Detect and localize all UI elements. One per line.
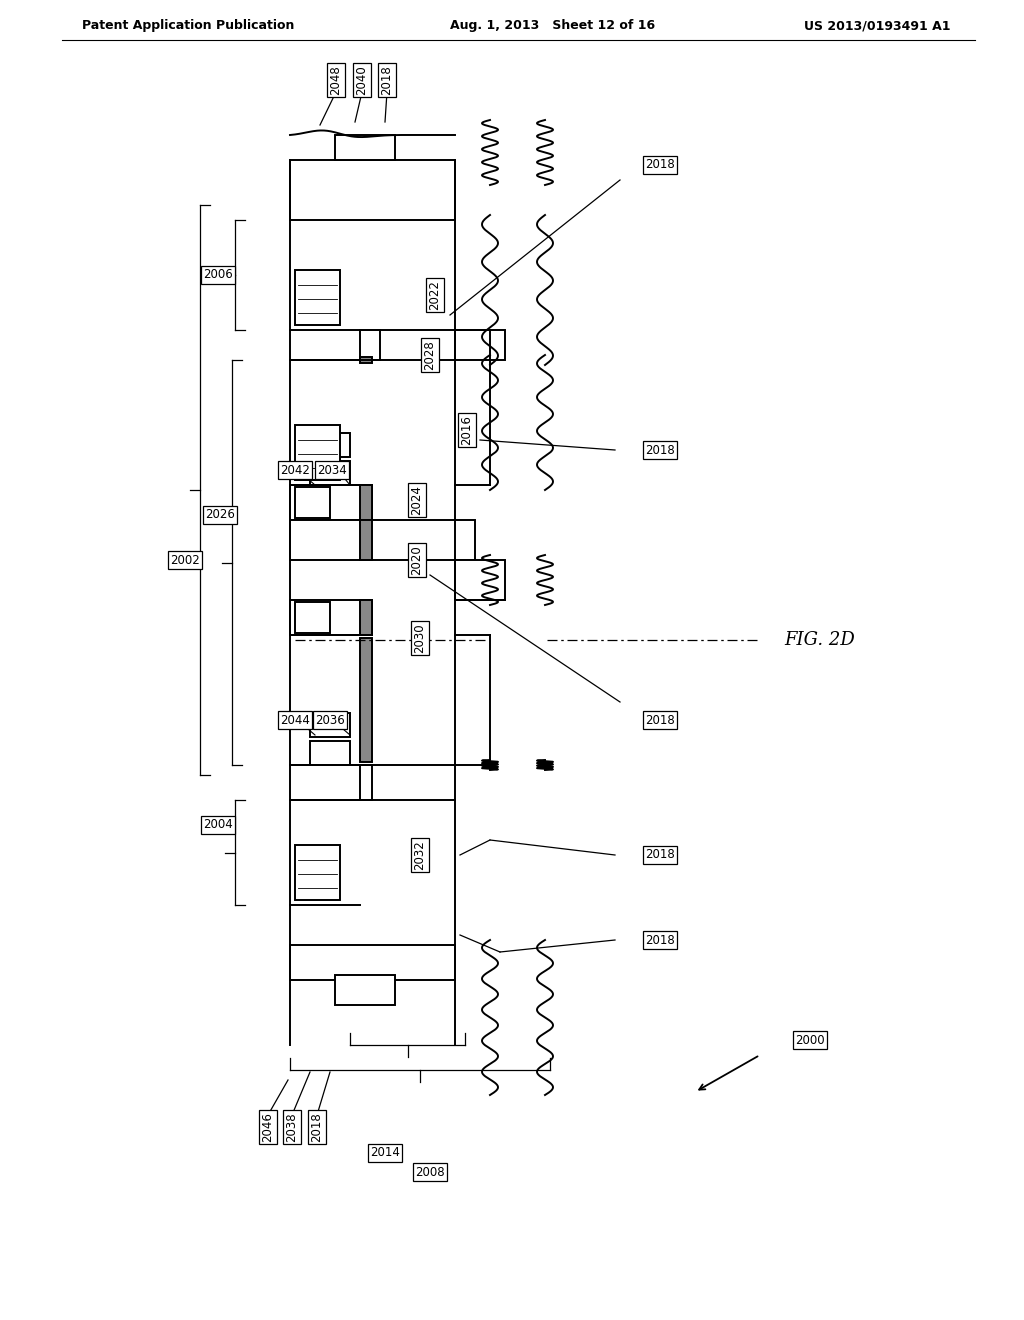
Bar (360, 638, 372, 762)
Text: 2018: 2018 (645, 158, 675, 172)
Text: 2044: 2044 (280, 714, 310, 726)
Text: 2018: 2018 (645, 444, 675, 457)
Bar (290, 520, 475, 560)
Text: 2018: 2018 (645, 933, 675, 946)
Text: 2036: 2036 (315, 714, 345, 726)
Text: FIG. 2D: FIG. 2D (784, 631, 855, 649)
Bar (335, 975, 395, 1005)
Text: 2014: 2014 (370, 1147, 400, 1159)
Text: 2006: 2006 (203, 268, 232, 281)
Text: 2032: 2032 (414, 840, 427, 870)
Bar (290, 484, 372, 520)
Text: 2016: 2016 (461, 414, 473, 445)
Text: 2028: 2028 (424, 341, 436, 370)
Text: 2040: 2040 (355, 65, 369, 95)
Bar (360, 484, 372, 520)
Text: 2046: 2046 (261, 1111, 274, 1142)
Bar (310, 461, 350, 484)
Text: Aug. 1, 2013   Sheet 12 of 16: Aug. 1, 2013 Sheet 12 of 16 (450, 20, 655, 33)
Bar (360, 520, 372, 560)
Bar (290, 945, 455, 979)
Bar (455, 560, 505, 601)
Bar (310, 713, 350, 737)
Text: US 2013/0193491 A1: US 2013/0193491 A1 (804, 20, 950, 33)
Bar (290, 160, 455, 220)
Bar (360, 766, 372, 800)
Text: 2024: 2024 (411, 484, 424, 515)
Text: 2038: 2038 (286, 1113, 299, 1142)
Text: 2042: 2042 (280, 463, 310, 477)
Bar (295, 425, 340, 480)
Bar (335, 135, 395, 160)
Text: 2008: 2008 (415, 1166, 444, 1179)
Text: 2030: 2030 (414, 623, 427, 653)
Text: 2018: 2018 (310, 1113, 324, 1142)
Bar (310, 741, 350, 766)
Bar (310, 433, 350, 457)
Bar (360, 330, 380, 360)
Text: 2026: 2026 (205, 508, 234, 521)
Text: 2018: 2018 (645, 714, 675, 726)
Bar (295, 487, 330, 517)
Bar (295, 602, 330, 634)
Bar (290, 601, 372, 635)
Bar (295, 271, 340, 325)
Text: 2018: 2018 (381, 65, 393, 95)
Text: 2048: 2048 (330, 65, 342, 95)
Text: 2034: 2034 (317, 463, 347, 477)
Text: 2000: 2000 (796, 1034, 824, 1047)
Text: 2018: 2018 (645, 849, 675, 862)
Bar (455, 330, 505, 360)
Text: Patent Application Publication: Patent Application Publication (82, 20, 294, 33)
Bar (360, 601, 372, 635)
Text: 2002: 2002 (170, 553, 200, 566)
Bar (295, 845, 340, 900)
Text: 2022: 2022 (428, 280, 441, 310)
Text: 2020: 2020 (411, 545, 424, 576)
Text: 2004: 2004 (203, 818, 232, 832)
Bar (360, 356, 372, 363)
